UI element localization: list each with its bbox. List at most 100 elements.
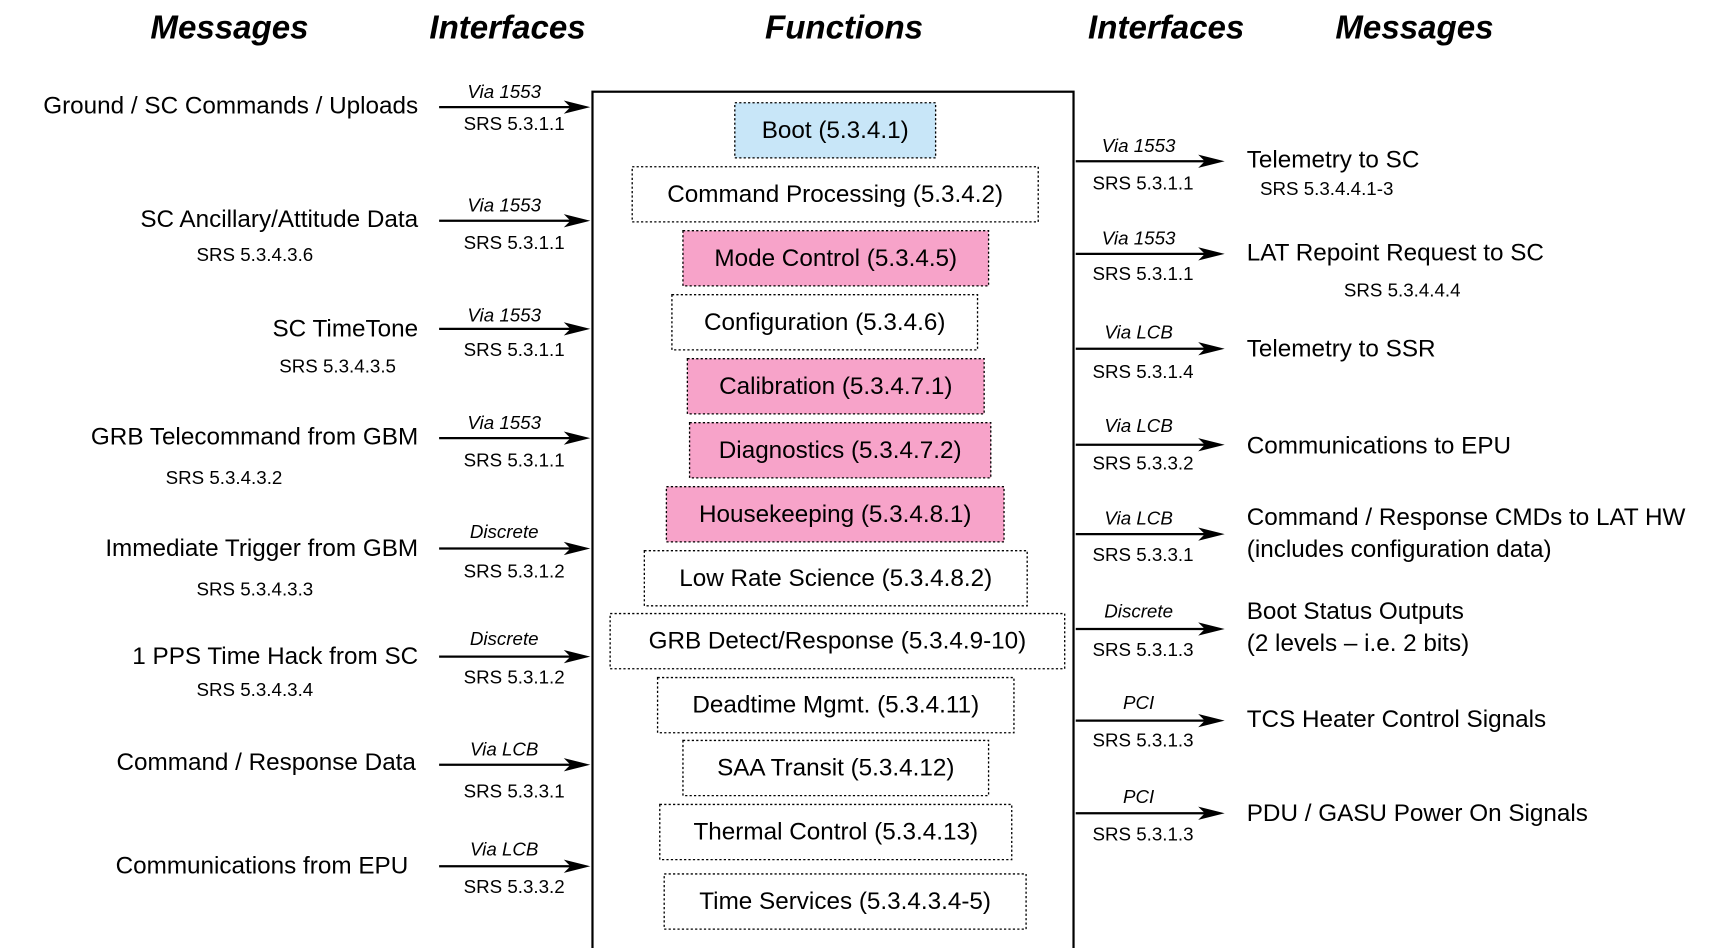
arrow-head [563, 541, 591, 556]
input-srs: SRS 5.3.4.3.5 [279, 355, 396, 376]
function-box [671, 294, 979, 351]
input-interface: SRS 5.3.1.2 [464, 667, 565, 688]
output-message: Boot Status Outputs [1247, 598, 1464, 625]
arrow-head [1198, 622, 1225, 636]
input-interface: SRS 5.3.1.1 [464, 113, 565, 134]
output-interface: SRS 5.3.1.3 [1092, 823, 1193, 844]
function-box [659, 803, 1013, 861]
input-message: GRB Telecommand from GBM [91, 424, 418, 451]
input-message: Command / Response Data [117, 749, 417, 776]
input-via: Via LCB [470, 839, 538, 860]
arrow-head [563, 322, 591, 336]
function-label: Low Rate Science (5.3.4.8.2) [679, 565, 992, 592]
function-label: Time Services (5.3.4.3.4-5) [699, 888, 991, 915]
output-interface: SRS 5.3.3.2 [1092, 453, 1193, 474]
function-label: Mode Control (5.3.4.5) [714, 245, 957, 272]
input-srs: SRS 5.3.4.3.4 [196, 679, 313, 700]
input-message: 1 PPS Time Hack from SC [132, 643, 418, 670]
input-via: Via 1553 [467, 194, 541, 215]
arrow-head [1198, 342, 1225, 356]
output-srs: SRS 5.3.4.4.4 [1344, 279, 1461, 300]
output-message: (includes configuration data) [1247, 536, 1552, 563]
column-header: Messages [150, 10, 308, 47]
column-header: Interfaces [429, 10, 585, 47]
function-box [682, 739, 990, 797]
function-label: Thermal Control (5.3.4.13) [693, 819, 978, 846]
function-label: Deadtime Mgmt. (5.3.4.11) [692, 692, 979, 719]
output-via: Via LCB [1104, 321, 1172, 342]
arrow-head [563, 431, 591, 445]
output-interface: SRS 5.3.1.3 [1092, 639, 1193, 660]
arrow-head [563, 649, 591, 664]
input-via: Via 1553 [467, 412, 541, 433]
input-message: SC TimeTone [273, 315, 419, 342]
arrow-head [563, 214, 591, 228]
output-via: PCI [1123, 786, 1154, 807]
input-interface: SRS 5.3.1.1 [464, 232, 565, 253]
column-header: Interfaces [1088, 10, 1244, 47]
output-via: Via LCB [1104, 415, 1172, 436]
arrow-head [1198, 247, 1225, 261]
output-interface: SRS 5.3.1.1 [1092, 172, 1193, 193]
input-via: Discrete [470, 521, 539, 542]
column-header: Functions [765, 10, 923, 47]
output-via: PCI [1123, 692, 1154, 713]
output-interface: SRS 5.3.1.4 [1092, 361, 1193, 382]
function-label: Diagnostics (5.3.4.7.2) [719, 437, 962, 464]
input-message: Communications from EPU [116, 853, 409, 880]
output-interface: SRS 5.3.1.1 [1092, 263, 1193, 284]
output-via: Via 1553 [1102, 227, 1176, 248]
arrow-head [1198, 438, 1225, 452]
input-via: Via LCB [470, 738, 538, 759]
output-message: LAT Repoint Request to SC [1247, 239, 1544, 266]
arrow-head [1198, 713, 1225, 728]
function-box [643, 550, 1028, 607]
output-message: PDU / GASU Power On Signals [1247, 800, 1588, 827]
input-message: Immediate Trigger from GBM [105, 535, 418, 562]
function-label: GRB Detect/Response (5.3.4.9-10) [649, 628, 1027, 655]
input-message: SC Ancillary/Attitude Data [140, 206, 418, 233]
function-label: Command Processing (5.3.4.2) [667, 181, 1003, 208]
arrow-head [1198, 806, 1225, 820]
input-via: Discrete [470, 628, 539, 649]
arrow-head [1198, 527, 1225, 541]
function-label: Configuration (5.3.4.6) [704, 309, 945, 336]
function-box [609, 612, 1066, 670]
function-box [688, 422, 992, 479]
function-box [663, 873, 1027, 930]
function-box [656, 676, 1015, 734]
output-message: Telemetry to SSR [1247, 335, 1436, 362]
input-via: Via 1553 [467, 305, 541, 326]
function-box [665, 486, 1005, 543]
arrow-head [563, 859, 591, 873]
input-via: Via 1553 [467, 81, 541, 102]
output-message: Communications to EPU [1247, 432, 1511, 459]
arrow-head [563, 758, 591, 772]
output-interface: SRS 5.3.3.1 [1092, 544, 1193, 565]
function-box [631, 166, 1039, 223]
arrow-head [1198, 154, 1225, 168]
input-interface: SRS 5.3.3.2 [464, 876, 565, 897]
function-label: SAA Transit (5.3.4.12) [717, 755, 954, 782]
input-message: Ground / SC Commands / Uploads [43, 93, 418, 120]
input-srs: SRS 5.3.4.3.6 [196, 244, 313, 265]
function-label: Housekeeping (5.3.4.8.1) [699, 501, 972, 528]
output-message: TCS Heater Control Signals [1247, 706, 1546, 733]
output-message: Command / Response CMDs to LAT HW [1247, 504, 1686, 531]
function-label: Calibration (5.3.4.7.1) [719, 373, 952, 400]
output-message: (2 levels – i.e. 2 bits) [1247, 630, 1470, 657]
input-interface: SRS 5.3.1.1 [464, 449, 565, 470]
function-box [682, 230, 990, 287]
output-via: Discrete [1104, 600, 1173, 621]
output-via: Via 1553 [1102, 135, 1176, 156]
input-srs: SRS 5.3.4.3.3 [196, 578, 313, 599]
output-srs: SRS 5.3.4.4.1-3 [1260, 178, 1393, 199]
column-header: Messages [1335, 10, 1493, 47]
arrow-head [563, 100, 591, 114]
output-message: Telemetry to SC [1247, 147, 1420, 174]
input-interface: SRS 5.3.3.1 [464, 780, 565, 801]
output-interface: SRS 5.3.1.3 [1092, 730, 1193, 751]
function-box [686, 358, 985, 415]
function-label: Boot (5.3.4.1) [762, 117, 909, 144]
